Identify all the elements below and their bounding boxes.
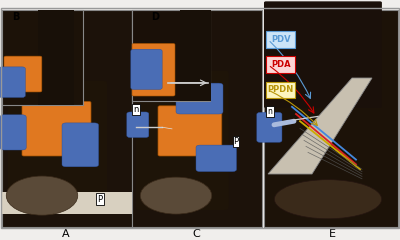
FancyBboxPatch shape [8,81,107,205]
Bar [264,10,398,227]
FancyBboxPatch shape [0,67,25,97]
Text: E: E [328,229,336,239]
Bar [132,10,210,101]
FancyBboxPatch shape [266,56,295,73]
FancyBboxPatch shape [131,49,162,90]
Text: B: B [12,12,19,23]
FancyBboxPatch shape [132,43,175,96]
FancyBboxPatch shape [4,56,42,92]
FancyBboxPatch shape [38,10,74,105]
Text: PDV: PDV [271,35,290,44]
Text: D: D [151,12,159,23]
FancyBboxPatch shape [257,112,282,142]
FancyBboxPatch shape [266,82,295,98]
FancyBboxPatch shape [22,102,91,156]
Ellipse shape [140,177,212,214]
Polygon shape [268,78,372,174]
Text: PDA: PDA [271,60,290,69]
Text: n: n [268,107,272,116]
FancyBboxPatch shape [266,31,295,48]
FancyBboxPatch shape [127,112,149,138]
Bar [132,10,262,227]
Text: P: P [98,195,102,204]
FancyBboxPatch shape [196,145,236,172]
FancyBboxPatch shape [0,115,26,150]
Text: A: A [62,229,70,239]
Ellipse shape [6,176,78,215]
Text: n: n [133,105,139,114]
Ellipse shape [274,180,382,219]
Bar [2,192,132,214]
FancyBboxPatch shape [62,123,98,167]
Text: C: C [192,229,200,239]
Text: P: P [234,137,238,146]
FancyBboxPatch shape [176,83,223,114]
FancyBboxPatch shape [264,1,382,108]
Bar [2,10,83,105]
FancyBboxPatch shape [158,106,222,156]
Bar [180,10,211,101]
Text: PPDN: PPDN [268,85,294,95]
FancyBboxPatch shape [136,71,228,210]
Bar [2,10,132,227]
